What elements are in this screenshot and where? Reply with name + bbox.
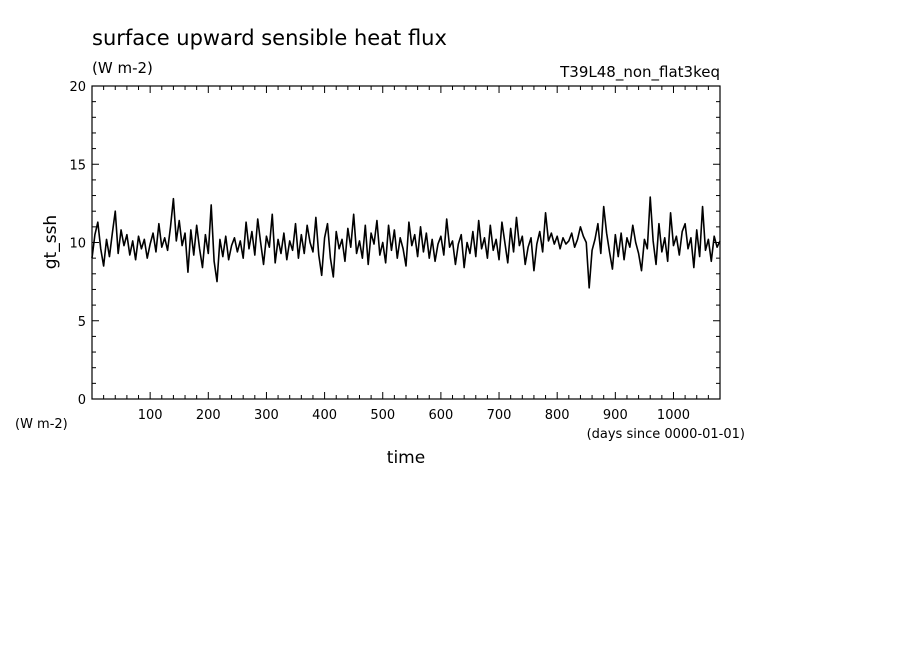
y-axis-units: (W m-2)	[15, 417, 68, 432]
x-tick-label: 200	[196, 408, 221, 423]
chart-title: surface upward sensible heat flux	[92, 26, 447, 50]
x-tick-label: 900	[603, 408, 628, 423]
x-tick-label: 1000	[657, 408, 690, 423]
x-tick-label: 600	[428, 408, 453, 423]
x-axis-units: (days since 0000-01-01)	[587, 427, 745, 442]
y-tick-label: 5	[78, 315, 86, 330]
y-axis-label: gt_ssh	[41, 215, 61, 269]
x-axis-label: time	[387, 448, 425, 468]
x-tick-label: 800	[545, 408, 570, 423]
x-tick-label: 500	[370, 408, 395, 423]
x-tick-label: 100	[138, 408, 163, 423]
x-tick-label: 300	[254, 408, 279, 423]
y-tick-label: 10	[69, 237, 86, 252]
y-tick-label: 20	[69, 80, 86, 95]
x-axis-ticks: 100 200 300 400 500 600 700 800 900 1000	[91, 86, 721, 423]
x-tick-label: 700	[487, 408, 512, 423]
x-tick-label: 400	[312, 408, 337, 423]
series-line	[91, 196, 721, 289]
y-tick-label: 0	[78, 393, 86, 408]
plot-frame	[91, 85, 721, 400]
y-tick-label: 15	[69, 158, 86, 173]
experiment-label: T39L48_non_flat3keq	[559, 63, 720, 82]
y-axis-ticks: 0 5 10 15 20	[69, 80, 720, 408]
chart-units: (W m-2)	[92, 59, 153, 77]
